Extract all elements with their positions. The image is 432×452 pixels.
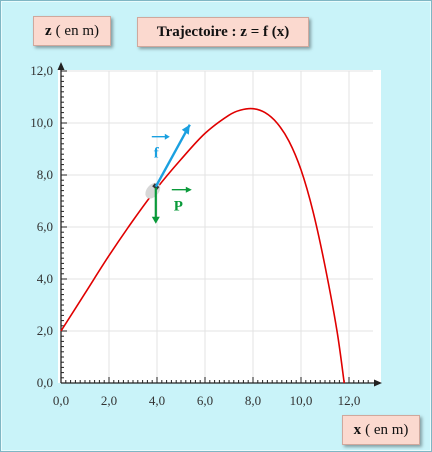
grid [61, 70, 373, 383]
vector-f-overline-arrow [164, 133, 170, 140]
x-tick-label: 10,0 [290, 393, 313, 408]
y-axis-arrowhead [57, 62, 65, 70]
x-tick-label: 6,0 [197, 393, 213, 408]
ticks: 0,0 2,0 4,0 6,0 8,0 10,0 12,0 0,0 2,0 4,0 6,0 8,0 10… [30, 63, 369, 408]
vector-p-overline-arrow [185, 186, 192, 193]
y-tick-label: 8,0 [37, 167, 53, 182]
y-axis-unit: ( en m) [55, 22, 99, 39]
x-tick-label: 0,0 [53, 393, 69, 408]
x-axis-arrowhead [374, 379, 382, 387]
y-tick-label: 6,0 [37, 219, 53, 234]
y-tick-label: 0,0 [37, 375, 53, 390]
vector-f-arrowhead [181, 124, 190, 135]
y-tick-label: 12,0 [30, 63, 53, 78]
trajectory-line [60, 107, 345, 384]
y-tick-label: 2,0 [37, 323, 53, 338]
x-tick-label: 8,0 [245, 393, 261, 408]
vector-p-label: P [174, 199, 183, 215]
vector-p-arrowhead [151, 216, 160, 224]
x-axis-variable: x [353, 421, 362, 438]
vector-f-label: f [154, 146, 160, 162]
y-tick-label: 10,0 [30, 115, 53, 130]
vectors: fP [145, 124, 192, 224]
y-tick-label: 4,0 [37, 271, 53, 286]
chart-title: Trajectoire : z = f (x) [137, 17, 309, 47]
x-tick-label: 12,0 [338, 393, 361, 408]
vector-f-line [154, 124, 191, 188]
x-tick-label: 2,0 [101, 393, 117, 408]
series [60, 107, 345, 384]
x-axis-unit: ( en m) [365, 421, 409, 438]
x-axis-label: x ( en m) [342, 415, 420, 445]
y-axis-label: z ( en m) [33, 16, 111, 46]
y-axis-variable: z [45, 22, 52, 39]
x-tick-label: 4,0 [149, 393, 165, 408]
